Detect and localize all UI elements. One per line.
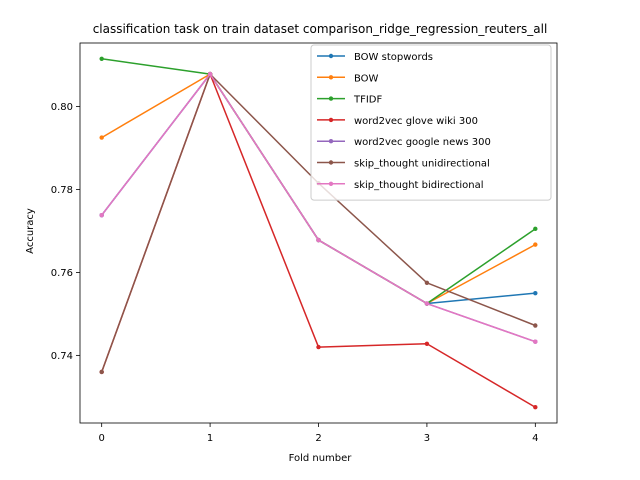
legend-label: TFIDF bbox=[353, 95, 383, 106]
data-point bbox=[316, 237, 321, 243]
y-tick-label: 0.76 bbox=[51, 268, 73, 279]
data-point bbox=[99, 135, 104, 140]
legend-marker bbox=[328, 181, 334, 186]
legend-marker bbox=[328, 139, 334, 144]
plot-area: 0 1 2 3 4 0.74 0.76 0.78 0.80 bbox=[51, 42, 558, 444]
data-point bbox=[533, 339, 538, 344]
data-point bbox=[99, 369, 104, 375]
data-point bbox=[533, 323, 538, 328]
legend-label: word2vec google news 300 bbox=[354, 137, 491, 148]
y-tick-label: 0.74 bbox=[51, 351, 73, 362]
legend-marker bbox=[328, 160, 334, 165]
data-point bbox=[424, 280, 430, 285]
legend-marker bbox=[328, 75, 334, 80]
legend-marker bbox=[328, 117, 334, 123]
y-tick-label: 0.78 bbox=[51, 185, 73, 196]
legend-marker bbox=[328, 53, 334, 59]
data-point bbox=[424, 341, 430, 346]
legend-label: skip_thought bidirectional bbox=[354, 180, 483, 191]
y-tick-label: 0.80 bbox=[51, 102, 73, 113]
legend: BOW stopwords BOW TFIDF word2vec glove wiki… bbox=[310, 44, 552, 201]
x-tick-label: 4 bbox=[532, 433, 538, 444]
data-point bbox=[533, 242, 538, 247]
legend-label: BOW stopwords bbox=[354, 52, 433, 63]
data-point bbox=[99, 212, 104, 218]
data-point bbox=[99, 56, 104, 61]
x-axis-label: Fold number bbox=[289, 453, 353, 464]
legend-marker bbox=[328, 96, 334, 101]
chart-title: classification task on train dataset com… bbox=[93, 22, 548, 36]
data-point bbox=[424, 301, 430, 306]
x-tick-label: 1 bbox=[207, 433, 213, 444]
y-axis-label: Accuracy bbox=[25, 208, 36, 254]
legend-label: BOW bbox=[354, 73, 379, 84]
plot-frame bbox=[79, 42, 558, 424]
x-tick-label: 2 bbox=[315, 433, 321, 444]
data-point bbox=[316, 344, 321, 350]
data-point bbox=[533, 405, 538, 410]
data-point bbox=[207, 71, 213, 77]
x-tick-label: 3 bbox=[424, 433, 430, 444]
data-point bbox=[533, 226, 538, 232]
legend-label: skip_thought unidirectional bbox=[354, 159, 490, 170]
data-point bbox=[533, 290, 538, 296]
legend-label: word2vec glove wiki 300 bbox=[354, 116, 478, 127]
x-tick-label: 0 bbox=[98, 433, 104, 444]
legend-box bbox=[310, 44, 552, 201]
